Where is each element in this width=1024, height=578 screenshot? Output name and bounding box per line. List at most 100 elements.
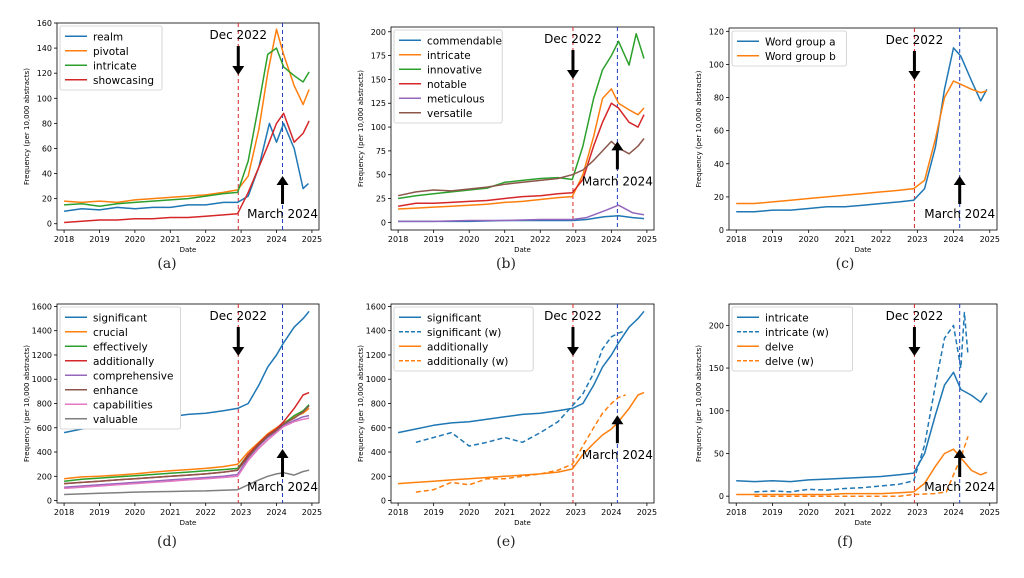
series-line-intricate [398,88,645,210]
x-tick-label: 2020 [798,235,818,244]
series-line-enhance [64,405,310,485]
series-line-pivotal [64,28,310,204]
y-tick-label: 100 [37,94,52,103]
x-tick-label: 2019 [423,508,443,517]
legend-label: notable [427,79,467,91]
x-tick-label: 2021 [835,235,855,244]
x-tick-label: 2023 [907,235,927,244]
y-tick-label: 1000 [32,375,52,384]
legend: Word group a Word group b [731,30,847,67]
annotation-dec-2022: Dec 2022 [209,309,267,323]
x-tick-label: 2019 [89,508,109,517]
x-tick-label: 2022 [196,235,216,244]
legend-label: intricate (w) [765,327,829,339]
legend-label: enhance [93,385,138,397]
march-2024-arrow-icon [953,176,966,204]
series-line-meticulous [398,204,645,223]
series-line-additionally-w- [415,394,626,493]
dec-2022-arrow-icon [566,327,579,356]
legend-label: additionally (w) [427,356,508,368]
x-tick-label: 2024 [943,508,963,517]
series-line-crucial [64,407,310,480]
series-line-delve-w- [754,436,969,497]
x-tick-label: 2025 [980,235,1000,244]
legend-box [731,30,847,67]
legend: significant crucial effectively additionall… [59,306,181,430]
x-tick-label: 2022 [530,235,550,244]
x-axis-label: Date [514,246,531,254]
y-tick-label: 20 [42,195,52,204]
legend: significant significant (w) additionally ad… [393,306,534,372]
x-tick-label: 2019 [423,235,443,244]
legend-label: additionally [93,356,154,368]
march-2024-arrow-icon [276,449,289,477]
march-2024-arrow-icon [953,449,966,477]
y-tick-label: 400 [371,448,386,457]
legend-label: capabilities [93,399,153,411]
y-tick-label: 60 [42,144,52,153]
chart-panel-5: 0 200 400 600 800 1000 1200 1400 1600 2018 2019 202… [357,302,657,550]
legend-label: delve (w) [765,356,814,368]
chart-panel-4: 0 200 400 600 800 1000 1200 1400 1600 2018 2019 202… [23,302,322,550]
x-tick-label: 2019 [762,235,782,244]
series-line-intricate [64,47,310,207]
annotation-march-2024: March 2024 [924,207,995,221]
x-tick-label: 2025 [637,235,657,244]
y-tick-label: 0 [47,220,52,229]
x-tick-label: 2021 [160,508,180,517]
x-tick-label: 2024 [943,235,963,244]
panel-caption: (c) [836,256,855,272]
x-tick-label: 2022 [871,508,891,517]
y-tick-label: 200 [371,472,386,481]
y-tick-label: 175 [371,52,386,61]
dec-2022-arrow-icon [232,327,245,356]
y-tick-label: 400 [37,448,52,457]
y-tick-label: 200 [371,28,386,37]
y-axis-label: Frequency (per 10,000 abstracts) [357,70,365,187]
x-tick-label: 2025 [302,235,322,244]
y-tick-label: 150 [709,364,724,373]
legend-label: Word group a [765,36,836,48]
y-tick-label: 0 [381,497,386,506]
y-tick-label: 125 [371,99,386,108]
legend-label: commendable [427,35,502,47]
dec-2022-arrow-icon [566,50,579,79]
y-tick-label: 1600 [366,302,386,311]
legend-label: valuable [93,414,138,426]
x-tick-label: 2018 [726,508,746,517]
x-tick-label: 2018 [54,235,74,244]
x-tick-label: 2022 [871,235,891,244]
x-tick-label: 2023 [907,508,927,517]
series-line-capabilities [64,417,310,490]
y-tick-label: 1600 [32,302,52,311]
x-axis-label: Date [855,519,872,527]
x-axis-label: Date [180,246,197,254]
y-axis-label: Frequency (per 10,000 abstracts) [695,345,703,462]
y-tick-label: 600 [371,424,386,433]
legend-label: intricate [93,60,137,72]
y-tick-label: 120 [709,27,724,36]
x-tick-label: 2018 [388,235,408,244]
x-tick-label: 2021 [495,508,515,517]
series-line-significant-w- [415,329,626,447]
annotation-march-2024: March 2024 [247,480,318,494]
y-tick-label: 25 [376,195,386,204]
annotation-dec-2022: Dec 2022 [544,32,602,46]
y-axis-label: Frequency (per 10,000 abstracts) [695,70,703,187]
y-tick-label: 0 [719,226,724,235]
x-tick-label: 2021 [495,235,515,244]
y-tick-label: 100 [709,407,724,416]
y-axis-label: Frequency (per 10,000 abstracts) [23,345,31,462]
series-line-showcasing [64,112,310,224]
x-tick-label: 2021 [835,508,855,517]
x-axis-label: Date [180,519,197,527]
series-line-realm [63,122,309,212]
legend-label: pivotal [93,46,129,58]
y-tick-label: 150 [371,75,386,84]
annotation-dec-2022: Dec 2022 [886,309,944,323]
annotation-march-2024: March 2024 [247,207,318,221]
y-tick-label: 100 [709,60,724,69]
y-tick-label: 800 [371,400,386,409]
dec-2022-arrow-icon [232,46,245,75]
x-tick-label: 2020 [125,508,145,517]
